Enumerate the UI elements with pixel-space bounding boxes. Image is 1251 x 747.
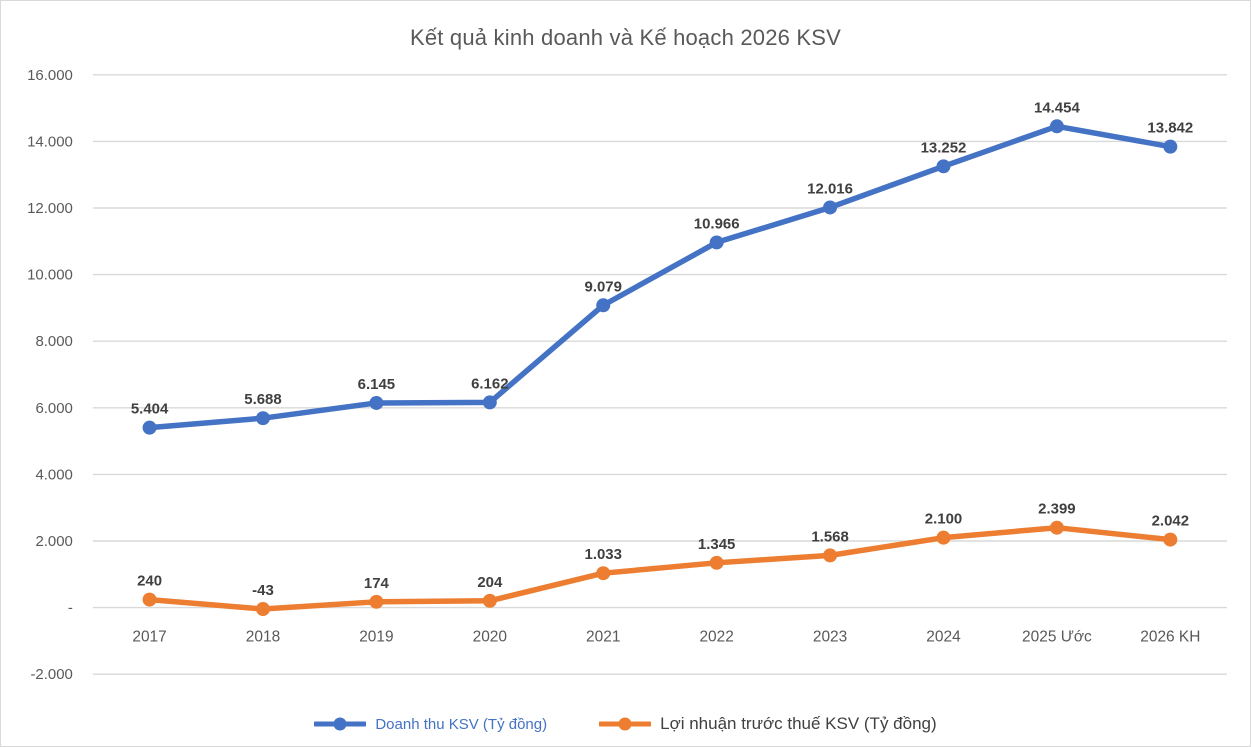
- y-tick-label: 6.000: [35, 400, 72, 417]
- data-point-marker: [255, 411, 270, 426]
- y-tick-label: 8.000: [35, 333, 72, 350]
- data-point-marker: [142, 420, 157, 435]
- data-label: 1.345: [698, 536, 735, 553]
- y-tick-label: -2.000: [30, 666, 72, 683]
- data-point-marker: [936, 530, 951, 545]
- x-category-label: 2020: [473, 628, 507, 645]
- x-category-label: 2022: [699, 628, 733, 645]
- data-label: -43: [252, 582, 274, 599]
- y-tick-label: -: [68, 600, 73, 617]
- line-marker-icon: [599, 717, 652, 731]
- data-label: 12.016: [807, 181, 853, 198]
- legend-item-doanh-thu: Doanh thu KSV (Tỷ đồng): [314, 716, 547, 733]
- data-point-marker: [142, 592, 157, 607]
- data-point-marker: [936, 159, 951, 174]
- y-tick-label: 16.000: [27, 67, 73, 84]
- data-point-marker: [482, 593, 497, 608]
- data-point-marker: [1049, 520, 1064, 535]
- x-category-label: 2021: [586, 628, 620, 645]
- x-category-label: 2023: [813, 628, 847, 645]
- data-point-marker: [369, 395, 384, 410]
- data-label: 2.399: [1038, 501, 1075, 518]
- data-point-marker: [709, 235, 724, 250]
- x-category-label: 2026 KH: [1140, 628, 1200, 645]
- series-line: [146, 524, 1174, 612]
- data-label: 2.100: [925, 511, 962, 528]
- data-label: 13.842: [1147, 120, 1193, 137]
- data-label: 5.688: [244, 391, 281, 408]
- y-tick-label: 10.000: [27, 267, 73, 284]
- data-label: 14.454: [1034, 99, 1080, 116]
- y-tick-label: 4.000: [35, 466, 72, 483]
- data-label: 240: [137, 573, 162, 590]
- data-point-marker: [709, 555, 724, 570]
- x-category-label: 2024: [926, 628, 961, 645]
- x-category-label: 2025 Ước: [1022, 628, 1092, 645]
- data-label: 6.162: [471, 375, 508, 392]
- data-point-marker: [1163, 532, 1178, 547]
- data-label: 10.966: [694, 215, 740, 232]
- data-point-marker: [369, 594, 384, 609]
- data-label: 174: [364, 575, 390, 592]
- line-marker-icon: [314, 717, 367, 731]
- x-category-label: 2019: [359, 628, 393, 645]
- data-point-marker: [482, 395, 497, 410]
- legend-item-loi-nhuan: Lợi nhuận trước thuế KSV (Tỷ đồng): [599, 714, 937, 734]
- legend: Doanh thu KSV (Tỷ đồng) Lợi nhuận trước …: [1, 714, 1250, 734]
- y-tick-label: 14.000: [27, 133, 73, 150]
- data-point-marker: [596, 298, 611, 313]
- data-label: 5.404: [131, 401, 169, 418]
- data-label: 204: [477, 574, 503, 591]
- data-point-marker: [255, 602, 270, 617]
- data-label: 1.033: [585, 546, 622, 563]
- data-point-marker: [1163, 139, 1178, 154]
- data-label: 6.145: [358, 376, 395, 393]
- legend-label-doanh-thu: Doanh thu KSV (Tỷ đồng): [375, 715, 548, 733]
- data-point-marker: [823, 200, 838, 215]
- data-point-marker: [596, 566, 611, 581]
- x-category-label: 2017: [132, 628, 166, 645]
- data-label: 13.252: [921, 139, 967, 156]
- y-tick-label: 2.000: [35, 533, 72, 550]
- y-tick-label: 12.000: [27, 200, 73, 217]
- data-label: 9.079: [585, 278, 622, 295]
- x-category-label: 2018: [246, 628, 280, 645]
- data-label: 1.568: [811, 528, 848, 545]
- legend-label-loi-nhuan: Lợi nhuận trước thuế KSV (Tỷ đồng): [660, 714, 937, 733]
- data-point-marker: [1049, 119, 1064, 134]
- series-line: [146, 123, 1174, 431]
- chart-title: Kết quả kinh doanh và Kế hoạch 2026 KSV: [409, 25, 841, 50]
- data-point-marker: [823, 548, 838, 563]
- data-label: 2.042: [1152, 513, 1189, 530]
